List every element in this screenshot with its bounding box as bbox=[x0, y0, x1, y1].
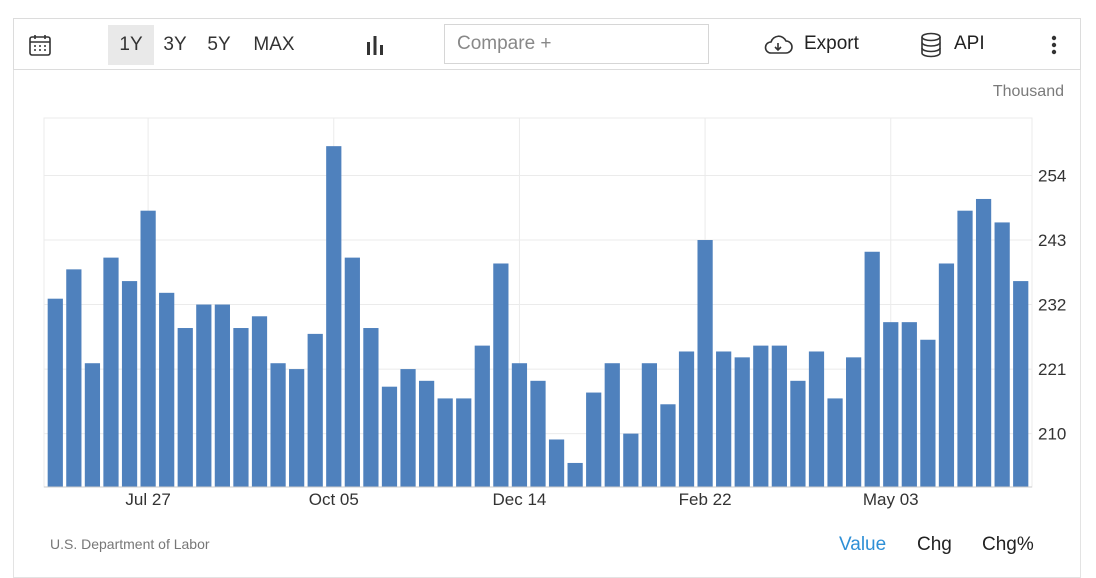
source-label: U.S. Department of Labor bbox=[50, 536, 210, 552]
more-vertical-icon-glyph bbox=[1051, 35, 1057, 55]
y-tick-label: 221 bbox=[1038, 360, 1066, 379]
bar-chart-icon-glyph bbox=[367, 36, 383, 55]
bar[interactable] bbox=[678, 351, 695, 487]
bar[interactable] bbox=[47, 298, 63, 487]
x-tick-label: Oct 05 bbox=[309, 490, 359, 509]
bar[interactable] bbox=[994, 222, 1010, 487]
calendar-icon[interactable] bbox=[26, 31, 54, 59]
bar[interactable] bbox=[548, 439, 565, 487]
bar[interactable] bbox=[790, 380, 806, 487]
tab-chg[interactable]: Chg bbox=[917, 534, 952, 555]
bar[interactable] bbox=[567, 462, 583, 487]
x-tick-label: Jul 27 bbox=[125, 490, 170, 509]
bar[interactable] bbox=[493, 263, 509, 487]
range-5y-button[interactable]: 5Y bbox=[207, 34, 231, 55]
bar[interactable] bbox=[604, 363, 620, 487]
y-tick-label: 243 bbox=[1038, 231, 1066, 250]
x-tick-label: Feb 22 bbox=[679, 490, 732, 509]
bar[interactable] bbox=[957, 210, 973, 487]
bar[interactable] bbox=[734, 357, 750, 487]
bar[interactable] bbox=[289, 369, 305, 487]
chart-bars bbox=[47, 146, 1029, 487]
range-max-button[interactable]: MAX bbox=[253, 34, 295, 55]
bar[interactable] bbox=[121, 281, 138, 487]
x-tick-label: Dec 14 bbox=[492, 490, 546, 509]
bar[interactable] bbox=[326, 146, 342, 487]
bar[interactable] bbox=[660, 404, 676, 487]
bar[interactable] bbox=[159, 292, 175, 487]
tab-value[interactable]: Value bbox=[839, 534, 887, 555]
calendar-icon-glyph bbox=[29, 35, 51, 56]
api-button[interactable]: API bbox=[954, 33, 985, 54]
bar[interactable] bbox=[196, 304, 212, 487]
bar[interactable] bbox=[233, 328, 249, 487]
database-icon[interactable] bbox=[918, 31, 944, 59]
tab-chg-percent[interactable]: Chg% bbox=[982, 534, 1034, 555]
bar[interactable] bbox=[716, 351, 732, 487]
more-vertical-icon[interactable] bbox=[1044, 32, 1064, 58]
bar[interactable] bbox=[270, 363, 286, 487]
y-tick-label: 232 bbox=[1038, 296, 1066, 315]
bar[interactable] bbox=[251, 316, 268, 487]
y-tick-label: 210 bbox=[1038, 425, 1066, 444]
bar[interactable] bbox=[363, 328, 379, 487]
chart-toolbar: 1Y 3Y 5Y MAX Compare + Export API bbox=[13, 18, 1081, 70]
bar[interactable] bbox=[307, 333, 323, 487]
bar[interactable] bbox=[474, 345, 490, 487]
y-axis-ticks: 210 221 232 243 254 bbox=[1038, 166, 1066, 443]
bar[interactable] bbox=[418, 380, 435, 487]
cloud-download-icon[interactable] bbox=[762, 31, 794, 59]
bar[interactable] bbox=[586, 392, 602, 487]
bar[interactable] bbox=[883, 322, 899, 487]
bar[interactable] bbox=[846, 357, 862, 487]
bar[interactable] bbox=[771, 345, 787, 487]
range-1y-button[interactable]: 1Y bbox=[108, 25, 154, 65]
bar[interactable] bbox=[901, 322, 917, 487]
bar[interactable] bbox=[975, 198, 992, 487]
x-tick-label: May 03 bbox=[863, 490, 919, 509]
bar[interactable] bbox=[66, 269, 82, 487]
bar[interactable] bbox=[920, 339, 936, 487]
bar[interactable] bbox=[623, 433, 639, 487]
bar[interactable] bbox=[511, 363, 528, 487]
bar[interactable] bbox=[530, 380, 546, 487]
unit-label: Thousand bbox=[992, 83, 1064, 100]
export-button[interactable]: Export bbox=[804, 33, 859, 54]
bar-chart-icon[interactable] bbox=[362, 32, 388, 58]
y-tick-label: 254 bbox=[1038, 166, 1066, 185]
bar[interactable] bbox=[344, 257, 360, 487]
bar[interactable] bbox=[753, 345, 769, 487]
bar[interactable] bbox=[808, 351, 825, 487]
bar[interactable] bbox=[697, 240, 713, 487]
database-icon-glyph bbox=[921, 32, 941, 58]
bar[interactable] bbox=[641, 363, 658, 487]
bar[interactable] bbox=[177, 328, 193, 487]
bar[interactable] bbox=[938, 263, 955, 487]
range-3y-button[interactable]: 3Y bbox=[163, 34, 187, 55]
bar[interactable] bbox=[1013, 281, 1029, 487]
bar[interactable] bbox=[864, 251, 880, 487]
bar[interactable] bbox=[456, 398, 472, 487]
bar[interactable] bbox=[381, 386, 398, 487]
cloud-download-icon-glyph bbox=[764, 35, 793, 54]
bar[interactable] bbox=[84, 363, 101, 487]
bar[interactable] bbox=[400, 369, 416, 487]
bar[interactable] bbox=[437, 398, 453, 487]
bar[interactable] bbox=[103, 257, 119, 487]
bar[interactable] bbox=[140, 210, 156, 487]
bar[interactable] bbox=[214, 304, 230, 487]
x-axis-ticks: Jul 27 Oct 05 Dec 14 Feb 22 May 03 bbox=[44, 486, 1032, 509]
bar[interactable] bbox=[827, 398, 843, 487]
compare-input[interactable]: Compare + bbox=[444, 24, 709, 64]
